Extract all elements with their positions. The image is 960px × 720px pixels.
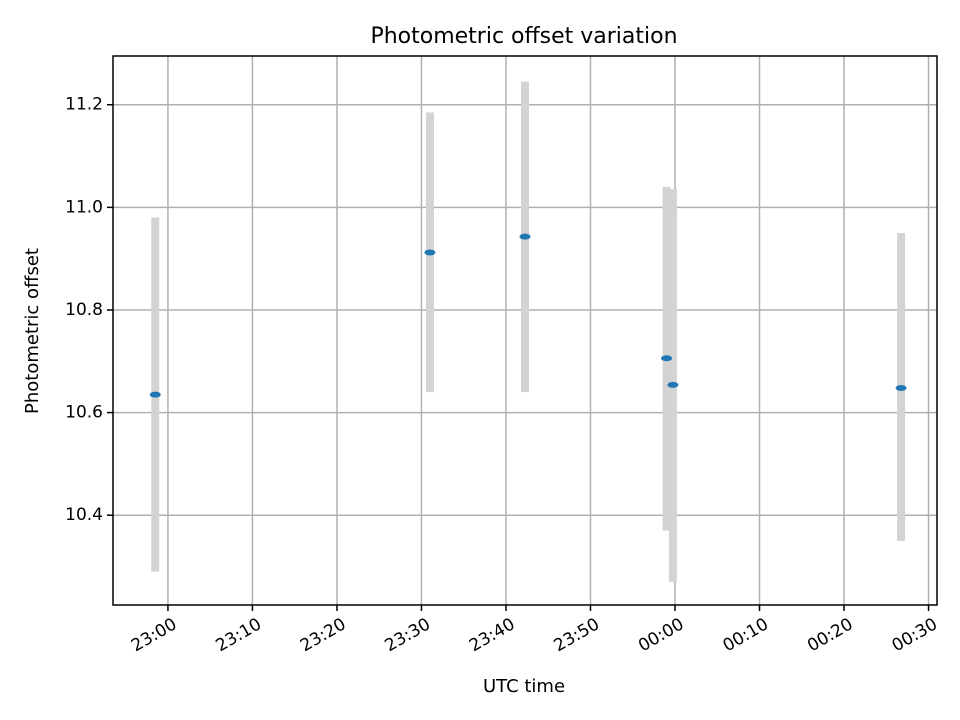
y-tick-label: 10.8	[65, 300, 103, 320]
x-tick-label: 00:30	[889, 614, 941, 656]
data-point	[661, 355, 673, 362]
chart-title: Photometric offset variation	[370, 24, 677, 49]
y-tick-label: 10.6	[65, 403, 103, 423]
data-points	[149, 233, 907, 398]
data-point	[149, 391, 161, 398]
x-tick-label: 23:10	[213, 614, 265, 656]
y-tick-label: 11.0	[65, 197, 103, 217]
x-tick-label: 23:40	[466, 614, 518, 656]
y-axis-ticks: 10.4 10.6 10.8 11.0 11.2	[65, 95, 113, 525]
data-point	[895, 384, 907, 391]
x-tick-label: 00:10	[720, 614, 772, 656]
data-point	[667, 381, 679, 388]
x-tick-label: 23:00	[128, 614, 180, 656]
y-axis-label: Photometric offset	[22, 248, 43, 414]
x-tick-label: 00:20	[804, 614, 856, 656]
error-bars	[151, 81, 906, 582]
data-point	[424, 249, 436, 256]
x-tick-label: 23:50	[551, 614, 603, 656]
y-tick-label: 10.4	[65, 505, 103, 525]
x-tick-label: 00:00	[635, 614, 687, 656]
x-tick-label: 23:20	[297, 614, 349, 656]
y-tick-label: 11.2	[65, 95, 103, 115]
x-tick-label: 23:30	[382, 614, 434, 656]
x-axis-ticks: 23:00 23:10 23:20 23:30 23:40 23:50 00:00 00:10…	[128, 605, 941, 656]
plot-frame	[112, 55, 938, 606]
x-axis-label: UTC time	[483, 676, 565, 697]
data-point	[519, 233, 531, 240]
